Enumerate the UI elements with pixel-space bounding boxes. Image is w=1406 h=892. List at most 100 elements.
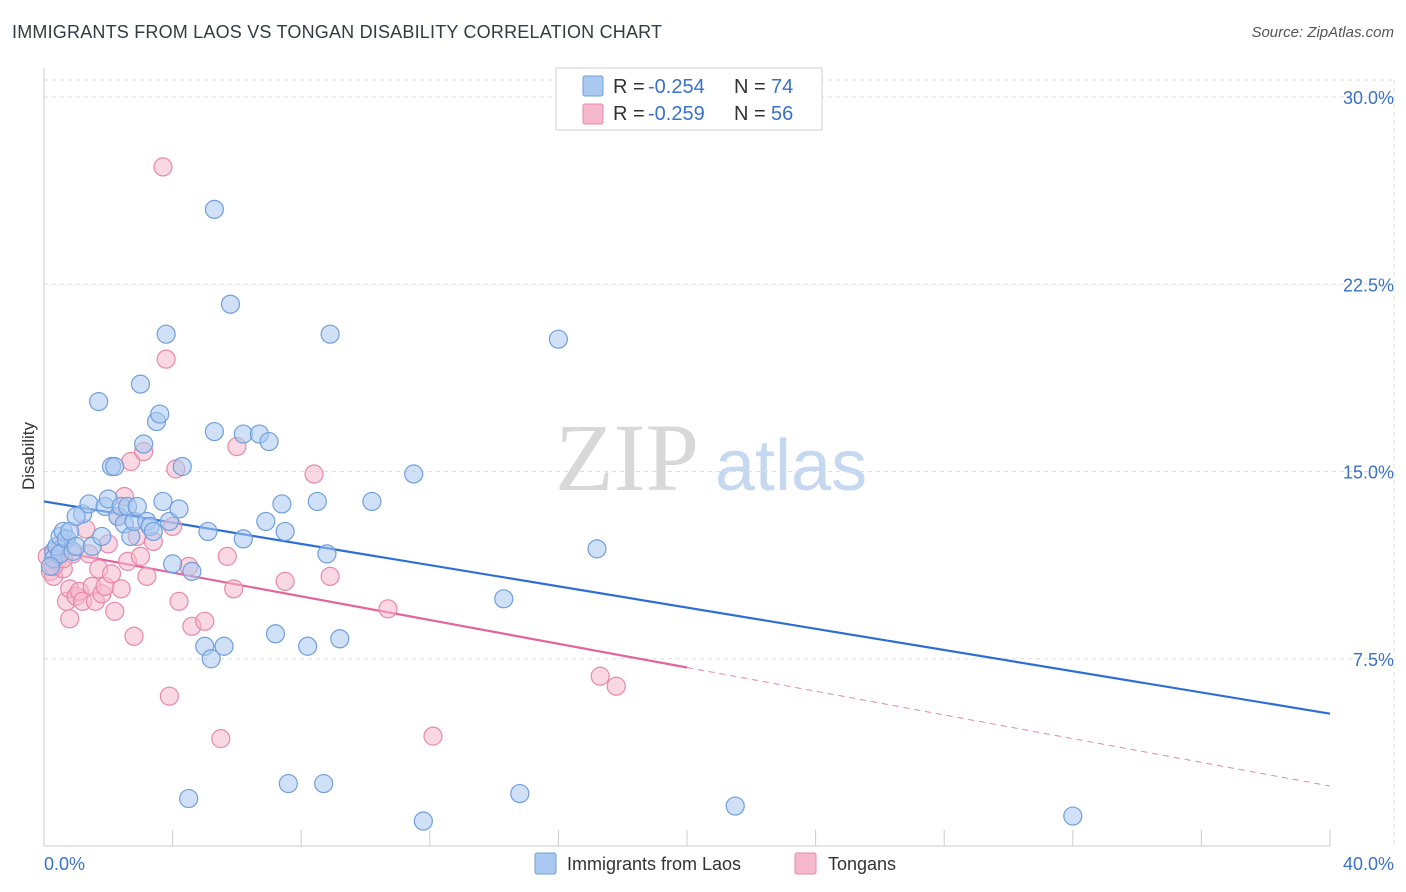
- point-laos: [259, 431, 279, 452]
- point-laos: [725, 796, 745, 816]
- stats-r-value-tongan: -0.259: [648, 103, 705, 125]
- stats-n-label-tongan: N =: [734, 103, 766, 125]
- point-laos: [134, 434, 154, 454]
- point-tongan: [217, 546, 237, 566]
- point-tongan: [156, 349, 176, 369]
- point-laos: [66, 506, 86, 527]
- point-laos: [413, 811, 433, 831]
- stats-swatch-laos: [582, 75, 604, 97]
- point-laos: [214, 636, 234, 656]
- point-tongan: [159, 686, 179, 706]
- point-tongan: [130, 546, 151, 566]
- trend-line-tongan: [43, 547, 688, 669]
- point-laos: [307, 491, 327, 512]
- point-tongan: [105, 601, 125, 621]
- point-tongan: [320, 566, 340, 586]
- point-laos: [201, 649, 221, 669]
- point-tongan: [378, 599, 398, 619]
- trend-line-tongan-extension: [686, 666, 1331, 787]
- legend-swatch-laos: [534, 852, 557, 875]
- point-laos: [1063, 806, 1083, 826]
- point-laos: [169, 499, 189, 519]
- legend-swatch-tongan: [794, 852, 817, 875]
- point-laos: [314, 773, 334, 794]
- point-laos: [233, 424, 253, 444]
- point-laos: [272, 494, 292, 514]
- point-laos: [265, 624, 286, 644]
- point-tongan: [606, 676, 626, 696]
- point-laos: [153, 491, 173, 512]
- stats-n-value-tongan: 56: [771, 103, 793, 125]
- stats-r-label-laos: R =: [613, 76, 645, 98]
- point-tongan: [124, 626, 144, 646]
- point-laos: [66, 536, 86, 557]
- point-tongan: [423, 726, 443, 746]
- y-tick-label: 22.5%: [1343, 275, 1394, 295]
- y-axis-title: Disability: [19, 421, 38, 490]
- point-laos: [127, 496, 147, 517]
- y-tick-label: 15.0%: [1343, 463, 1394, 483]
- point-laos: [89, 391, 109, 412]
- trend-line-laos: [43, 500, 1331, 715]
- x-tick-label-max: 40.0%: [1343, 854, 1394, 874]
- point-laos: [163, 554, 183, 574]
- point-tongan: [101, 564, 122, 584]
- point-laos: [182, 561, 202, 581]
- stats-n-label-laos: N =: [734, 76, 766, 98]
- point-laos: [320, 324, 340, 344]
- stats-swatch-tongan: [582, 103, 604, 125]
- source-label: Source: ZipAtlas.com: [1251, 24, 1394, 41]
- point-laos: [143, 521, 163, 542]
- point-laos: [179, 788, 199, 809]
- point-laos: [494, 589, 514, 609]
- point-tongan: [211, 729, 231, 749]
- point-laos: [204, 421, 224, 442]
- point-laos: [172, 456, 192, 477]
- point-laos: [130, 374, 151, 394]
- point-tongan: [224, 579, 244, 599]
- legend-label-tongan: Tongans: [828, 854, 896, 874]
- point-laos: [298, 636, 318, 656]
- point-tongan: [60, 609, 80, 629]
- stats-r-value-laos: -0.254: [648, 76, 705, 98]
- point-tongan: [153, 157, 173, 177]
- point-laos: [548, 329, 569, 349]
- point-laos: [587, 539, 607, 559]
- point-laos: [92, 526, 112, 547]
- point-tongan: [275, 571, 295, 591]
- axes: [43, 68, 1331, 847]
- watermark-zip: ZIP: [555, 404, 699, 511]
- stats-legend: R = -0.254 N = 74 R = -0.259 N = 56: [555, 67, 823, 131]
- point-laos: [220, 294, 241, 314]
- point-laos: [233, 529, 253, 549]
- legend-label-laos: Immigrants from Laos: [567, 854, 741, 874]
- point-tongan: [169, 591, 189, 611]
- chart-title: IMMIGRANTS FROM LAOS VS TONGAN DISABILIT…: [12, 22, 663, 42]
- point-laos: [330, 629, 350, 649]
- data-points: [37, 157, 1083, 831]
- point-laos: [198, 521, 218, 542]
- point-tongan: [590, 666, 610, 686]
- x-tick-label-min: 0.0%: [44, 854, 85, 874]
- point-laos: [317, 544, 337, 564]
- point-tongan: [137, 566, 157, 586]
- stats-r-label-tongan: R =: [613, 103, 645, 125]
- y-tick-label: 7.5%: [1353, 650, 1394, 670]
- point-laos: [204, 199, 224, 219]
- watermark-atlas: atlas: [715, 426, 867, 506]
- y-tick-labels: 7.5% 15.0% 22.5% 30.0%: [1343, 88, 1394, 670]
- point-laos: [150, 404, 170, 424]
- y-tick-label: 30.0%: [1343, 88, 1394, 108]
- point-laos: [40, 556, 61, 576]
- stats-n-value-laos: 74: [771, 76, 793, 98]
- point-tongan: [195, 611, 215, 631]
- point-laos: [275, 521, 295, 542]
- point-laos: [510, 783, 530, 804]
- point-laos: [156, 324, 176, 344]
- point-tongan: [111, 579, 131, 599]
- point-laos: [278, 773, 298, 794]
- point-tongan: [304, 464, 324, 484]
- point-laos: [404, 464, 424, 484]
- point-laos: [105, 456, 125, 477]
